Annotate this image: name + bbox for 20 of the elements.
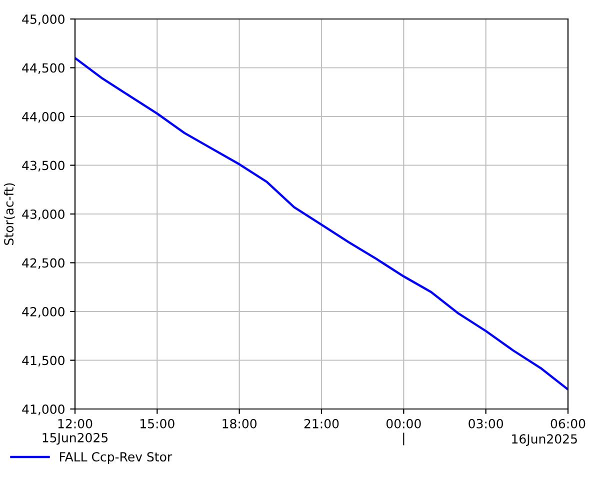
x-tick-label: 18:00 (222, 418, 257, 428)
y-tick-label: 42,500 (22, 258, 64, 269)
y-tick-label: 44,000 (22, 112, 64, 123)
x-tick-label: 21:00 (304, 418, 339, 428)
y-tick-label: 41,500 (22, 356, 64, 366)
x-tick-label: 15:00 (140, 418, 174, 428)
y-tick-label: 42,000 (22, 306, 64, 318)
y-tick-label: 43,000 (22, 209, 64, 220)
legend-label: FALL Ccp-Rev Stor (60, 452, 172, 464)
text: 16Jun2025 (512, 434, 577, 446)
y-tick-label: 41,000 (22, 404, 64, 416)
line-series (75, 56, 568, 391)
x-tick-label: 06:00 (550, 418, 586, 428)
x-tick-label: 12:00 15Jun2025 (42, 418, 108, 445)
y-tick-label: 44,500 (22, 63, 64, 74)
y-tick-label: 43,500 (22, 160, 64, 172)
y-axis-title: Stor(ac-ft) (4, 183, 16, 245)
x-tick-label: 00:00 | (386, 418, 421, 446)
x-tick-label: 03:00 (468, 418, 504, 428)
y-tick-label: 45,000 (22, 14, 64, 26)
